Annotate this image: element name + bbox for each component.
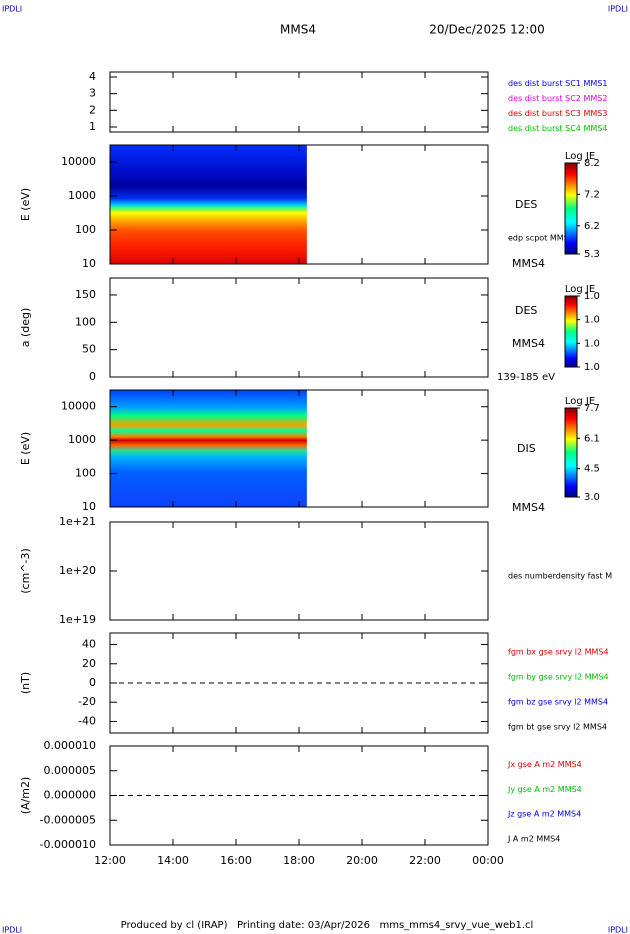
y-tick-label: 0 — [89, 370, 96, 383]
y-tick-label: 0 — [89, 676, 96, 689]
y-tick-label: 10000 — [61, 400, 96, 413]
y-tick-label: 100 — [75, 467, 96, 480]
colorbar — [564, 295, 578, 368]
panel-frame — [109, 521, 489, 621]
colorbar-tick-label: 8.2 — [584, 158, 600, 169]
spectrogram — [110, 390, 307, 507]
legend-entry: fgm by gse srvy l2 MMS4 — [508, 672, 609, 681]
y-tick-label: 3 — [89, 87, 96, 100]
x-tick-label: 18:00 — [283, 854, 315, 867]
y-tick-label: 0.000005 — [44, 764, 97, 777]
y-tick-label: 1e+21 — [59, 515, 96, 528]
y-tick-label: 4 — [89, 70, 96, 83]
y-tick-label: 1000 — [68, 189, 96, 202]
y-tick-label: 10 — [82, 257, 96, 270]
colorbar-tick-label: 7.7 — [584, 403, 600, 414]
title: MMS4 — [280, 23, 316, 37]
y-tick-label: 1e+19 — [59, 613, 96, 626]
legend-entry: Jx gse A m2 MMS4 — [507, 760, 582, 769]
corner-label: IPDLI — [2, 926, 22, 934]
colorbar-tick-label: 6.2 — [584, 221, 600, 232]
y-tick-label: 10000 — [61, 155, 96, 168]
colorbar-tick-label: 5.3 — [584, 249, 600, 260]
legend-entry: Jy gse A m2 MMS4 — [507, 785, 582, 794]
legend-entry: fgm bz gse srvy l2 MMS4 — [508, 697, 608, 706]
panel-frame — [109, 71, 489, 133]
colorbar — [564, 162, 578, 255]
colorbar-tick-label: 3.0 — [584, 492, 600, 503]
legend-entry: Jz gse A m2 MMS4 — [507, 810, 581, 819]
side-label: MMS4 — [512, 501, 545, 514]
side-label: DIS — [517, 442, 536, 455]
y-tick-label: 100 — [75, 223, 96, 236]
legend-entry: J A m2 MMS4 — [507, 834, 560, 843]
legend-entry: des dist burst SC3 MMS3 — [508, 109, 607, 118]
colorbar-tick-label: 1.0 — [584, 291, 600, 302]
y-tick-label: 2 — [89, 103, 96, 116]
y-axis-label: E (eV) — [19, 432, 32, 465]
y-tick-label: 100 — [75, 315, 96, 328]
y-tick-label: 150 — [75, 288, 96, 301]
x-tick-label: 22:00 — [409, 854, 441, 867]
colorbar-tick-label: 4.5 — [584, 464, 600, 475]
x-tick-label: 12:00 — [94, 854, 126, 867]
y-axis-label: (nT) — [19, 672, 32, 694]
colorbar-tick-label: 1.0 — [584, 338, 600, 349]
y-tick-label: 10 — [82, 500, 96, 513]
colorbar-tick-label: 6.1 — [584, 433, 600, 444]
colorbar-tick-label: 7.2 — [584, 189, 600, 200]
side-label: DES — [515, 198, 537, 211]
x-tick-label: 20:00 — [346, 854, 378, 867]
colorbar-label: Log JE — [565, 396, 595, 407]
colorbar-label: Log JE — [565, 284, 595, 295]
y-tick-label: 40 — [82, 638, 96, 651]
x-tick-label: 16:00 — [220, 854, 252, 867]
corner-label: IPDLI — [2, 5, 22, 14]
y-tick-label: -0.000010 — [40, 838, 96, 851]
side-label: 139-185 eV — [497, 372, 555, 383]
legend-entry: fgm bx gse srvy l2 MMS4 — [508, 647, 609, 656]
y-tick-label: -20 — [78, 695, 96, 708]
y-tick-label: 50 — [82, 343, 96, 356]
side-label: des numberdensity fast M — [508, 572, 612, 581]
y-tick-label: 1000 — [68, 433, 96, 446]
colorbar-label: Log JE — [565, 151, 595, 162]
y-axis-label: (A/m2) — [19, 777, 32, 815]
y-tick-label: -40 — [78, 714, 96, 727]
y-tick-label: -0.000005 — [40, 813, 96, 826]
spectrogram — [110, 145, 307, 264]
footer: Produced by cl (IRAP) Printing date: 03/… — [121, 920, 534, 931]
side-label: DES — [515, 304, 537, 317]
y-tick-label: 1 — [89, 120, 96, 133]
y-axis-label: a (deg) — [19, 308, 32, 348]
legend-entry: des dist burst SC4 MMS4 — [508, 124, 607, 133]
panel-frame — [109, 277, 489, 378]
y-axis-label: E (eV) — [19, 188, 32, 221]
legend-entry: des dist burst SC2 MMS2 — [508, 94, 607, 103]
side-label: MMS4 — [512, 337, 545, 350]
x-tick-label: 00:00 — [472, 854, 504, 867]
y-axis-label: (cm^-3) — [19, 548, 32, 594]
corner-label: IPDLI — [608, 926, 628, 934]
side-label: MMS4 — [512, 257, 545, 270]
x-tick-label: 14:00 — [157, 854, 189, 867]
y-tick-label: 0.000000 — [44, 789, 97, 802]
side-label: edp scpot MMS4 — [508, 234, 574, 243]
legend-entry: des dist burst SC1 MMS1 — [508, 79, 607, 88]
y-tick-label: 1e+20 — [59, 564, 96, 577]
date: 20/Dec/2025 12:00 — [429, 23, 545, 37]
colorbar — [564, 407, 578, 498]
corner-label: IPDLI — [608, 5, 628, 14]
legend-entry: fgm bt gse srvy l2 MMS4 — [508, 722, 607, 731]
y-tick-label: 20 — [82, 657, 96, 670]
colorbar-tick-label: 1.0 — [584, 315, 600, 326]
colorbar-tick-label: 1.0 — [584, 362, 600, 373]
y-tick-label: 0.000010 — [44, 739, 97, 752]
